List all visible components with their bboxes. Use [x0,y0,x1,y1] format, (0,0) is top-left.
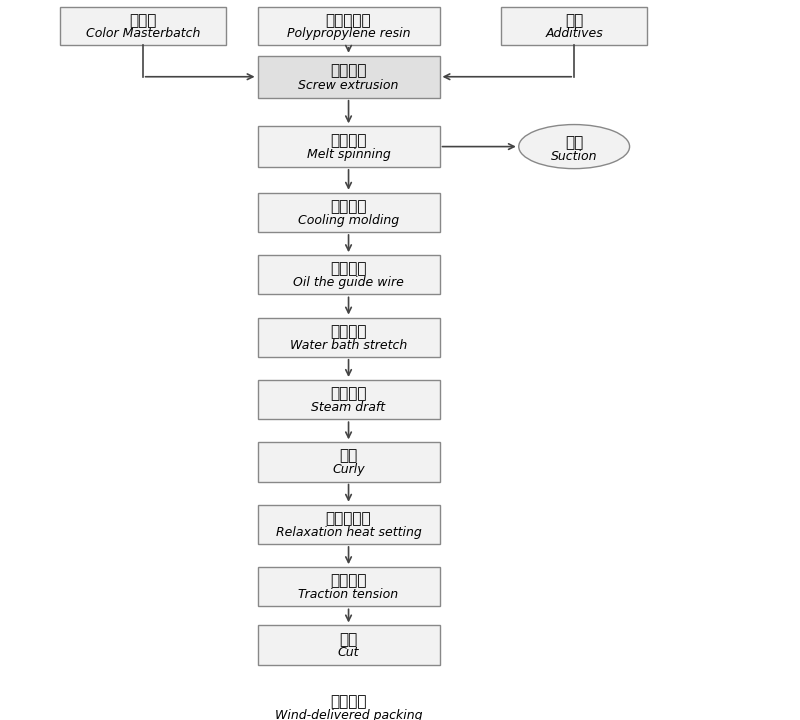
Text: Oil the guide wire: Oil the guide wire [293,276,404,289]
Text: 冷却成型: 冷却成型 [330,199,366,214]
Text: Melt spinning: Melt spinning [306,148,390,161]
Text: 熄融纺丝: 熄融纺丝 [330,133,366,148]
Text: 水浴簽伸: 水浴簽伸 [330,324,366,339]
Text: Water bath stretch: Water bath stretch [290,338,407,351]
Text: 抽吸: 抽吸 [565,135,583,150]
Ellipse shape [518,125,630,168]
Text: Curly: Curly [332,464,365,477]
Text: Color Masterbatch: Color Masterbatch [86,27,200,40]
Text: 卷曲: 卷曲 [339,449,358,464]
Text: Suction: Suction [551,150,598,163]
Text: Screw extrusion: Screw extrusion [298,78,398,91]
FancyBboxPatch shape [258,126,439,167]
FancyBboxPatch shape [258,193,439,232]
Text: 助剂: 助剂 [565,13,583,27]
FancyBboxPatch shape [258,442,439,482]
FancyBboxPatch shape [258,380,439,419]
Text: Cut: Cut [338,647,359,660]
Text: 导丝上油: 导丝上油 [330,261,366,276]
Text: Relaxation heat setting: Relaxation heat setting [276,526,422,539]
FancyBboxPatch shape [258,7,439,45]
Text: 螺杆挤压: 螺杆挤压 [330,63,366,78]
Text: 牣引张力: 牣引张力 [330,573,366,588]
Text: 蔻汽簽伸: 蔻汽簽伸 [330,386,366,401]
Text: 聚丙烯树脂: 聚丙烯树脂 [326,13,371,27]
Text: Steam draft: Steam draft [311,401,386,414]
Text: Polypropylene resin: Polypropylene resin [286,27,410,40]
FancyBboxPatch shape [258,626,439,665]
FancyBboxPatch shape [258,567,439,606]
Text: 松弛热定型: 松弛热定型 [326,511,371,526]
Text: 风送打包: 风送打包 [330,694,366,709]
Text: 切断: 切断 [339,631,358,647]
FancyBboxPatch shape [258,318,439,357]
FancyBboxPatch shape [258,505,439,544]
Text: 色母粒: 色母粒 [129,13,156,27]
FancyBboxPatch shape [501,7,647,45]
Text: Cooling molding: Cooling molding [298,214,399,227]
Text: Traction tension: Traction tension [298,588,398,601]
FancyBboxPatch shape [258,688,439,720]
FancyBboxPatch shape [258,55,439,98]
Text: Wind-delivered packing: Wind-delivered packing [274,709,422,720]
FancyBboxPatch shape [258,255,439,294]
Text: Additives: Additives [546,27,603,40]
FancyBboxPatch shape [59,7,226,45]
